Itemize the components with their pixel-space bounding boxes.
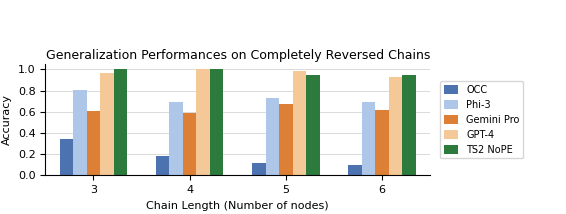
Bar — [87, 111, 100, 175]
Bar — [362, 102, 375, 175]
Bar — [60, 140, 73, 175]
Bar — [183, 113, 196, 175]
Title: Generalization Performances on Completely Reversed Chains: Generalization Performances on Completel… — [45, 49, 430, 62]
Bar — [114, 70, 127, 175]
Bar — [389, 77, 402, 175]
Bar — [210, 70, 223, 175]
Bar — [73, 90, 87, 175]
X-axis label: Chain Length (Number of nodes): Chain Length (Number of nodes) — [147, 201, 329, 211]
Bar — [265, 98, 279, 175]
Bar — [293, 71, 306, 175]
Bar — [306, 75, 320, 175]
Bar — [100, 73, 114, 175]
Bar — [252, 163, 265, 175]
Bar — [279, 104, 293, 175]
Bar — [196, 70, 210, 175]
Bar — [156, 156, 169, 175]
Y-axis label: Accuracy: Accuracy — [2, 94, 12, 145]
Bar — [375, 110, 389, 175]
Bar — [169, 102, 183, 175]
Bar — [348, 165, 362, 175]
Legend: OCC, Phi-3, Gemini Pro, GPT-4, TS2 NoPE: OCC, Phi-3, Gemini Pro, GPT-4, TS2 NoPE — [440, 81, 524, 158]
Bar — [402, 75, 415, 175]
